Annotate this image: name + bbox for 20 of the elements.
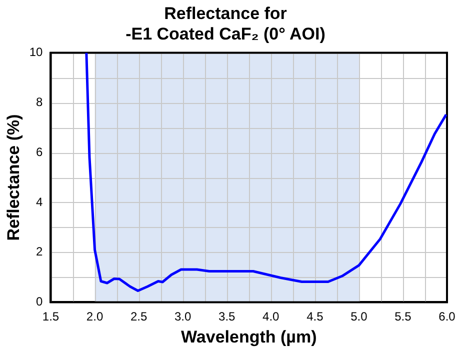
text: -E1 Coated CaF₂ (0° AOI) — [126, 24, 326, 44]
y-axis-title: Reflectance (%) — [4, 114, 23, 241]
y-tick-label: 10 — [29, 45, 44, 60]
x-tick-label: 5.0 — [350, 310, 368, 324]
x-tick-label: 3.5 — [218, 310, 236, 324]
y-tick-label: 4 — [36, 194, 44, 209]
x-tick-label: 2.5 — [130, 310, 148, 324]
x-tick-label: 6.0 — [438, 310, 456, 324]
x-axis-title: Wavelength (µm) — [181, 327, 317, 346]
x-tick-label: 2.0 — [86, 310, 104, 324]
text: Reflectance for — [164, 4, 287, 23]
x-tick-label: 5.5 — [394, 310, 412, 324]
y-tick-label: 0 — [36, 294, 44, 309]
y-tick-label: 8 — [36, 94, 44, 109]
y-tick-label: 6 — [36, 144, 44, 159]
x-tick-label: 1.5 — [42, 310, 60, 324]
x-tick-label: 4.0 — [262, 310, 280, 324]
x-tick-label: 3.0 — [174, 310, 192, 324]
y-tick-label: 2 — [36, 244, 44, 259]
x-tick-label: 4.5 — [306, 310, 324, 324]
